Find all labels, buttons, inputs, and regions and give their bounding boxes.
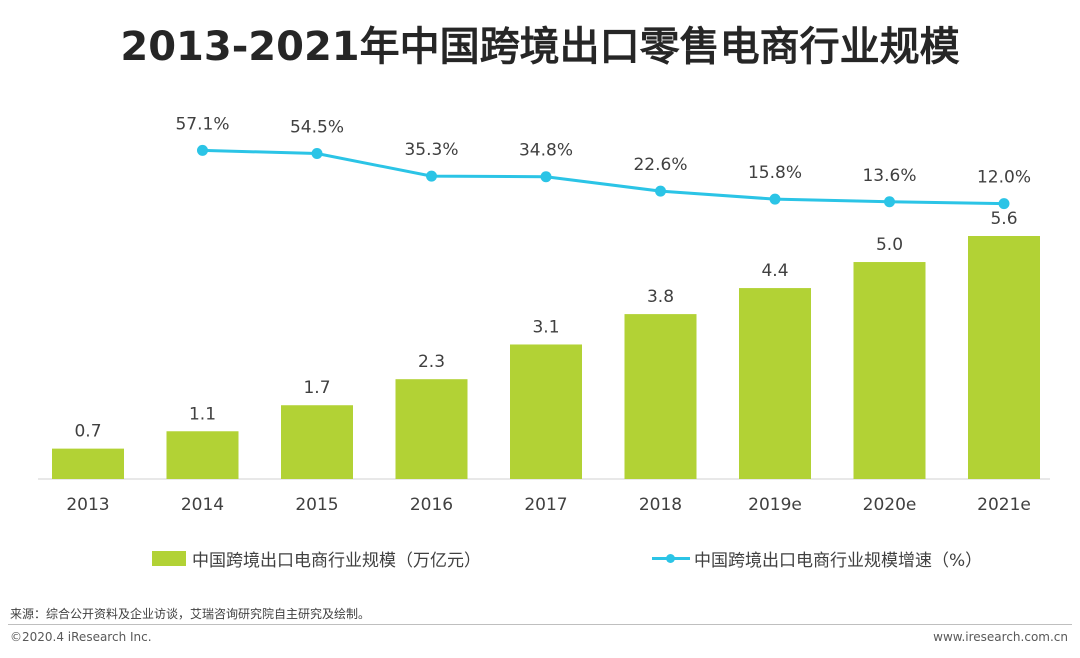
bar-label-2013: 0.7 (74, 422, 101, 442)
line-points (197, 144, 1010, 210)
bar-label-2021e: 5.6 (990, 209, 1017, 229)
bar-label-2014: 1.1 (189, 404, 216, 424)
x-tick-2018: 2018 (639, 495, 682, 515)
bar-2017 (510, 344, 582, 479)
line-point-2020e (884, 196, 895, 208)
legend-item-bar: 中国跨境出口电商行业规模（万亿元） (152, 546, 481, 571)
line-point-2014 (197, 144, 208, 156)
bar-label-2018: 3.8 (647, 287, 674, 307)
legend-item-line: 中国跨境出口电商行业规模增速（%） (652, 546, 982, 571)
line-label-2016: 35.3% (404, 140, 458, 160)
bar-label-2015: 1.7 (303, 378, 330, 398)
line-point-2018 (655, 185, 666, 197)
x-tick-2015: 2015 (295, 495, 338, 515)
line-point-2021e (998, 198, 1010, 210)
bar-2019e (739, 288, 811, 479)
bar-label-2020e: 5.0 (876, 235, 903, 255)
line-point-2016 (426, 170, 437, 182)
legend-bar-swatch (152, 551, 186, 566)
bar-label-2019e: 4.4 (761, 261, 788, 281)
chart-title: 2013-2021年中国跨境出口零售电商行业规模 (120, 24, 960, 70)
bar-2020e (853, 262, 926, 479)
x-tick-2020e: 2020e (863, 495, 917, 515)
line-label-2015: 54.5% (290, 117, 344, 137)
legend-bar-label: 中国跨境出口电商行业规模（万亿元） (192, 551, 481, 571)
chart-canvas: 0.7 1.1 1.7 2.3 3.1 3.8 4.4 5.0 5.6 2013 2014 2015… (38, 114, 1050, 515)
line-label-2021e: 12.0% (977, 168, 1031, 188)
bar-2013 (52, 448, 124, 479)
legend-line-swatch (652, 551, 690, 566)
x-tick-2021e: 2021e (977, 495, 1031, 515)
bar-series (52, 236, 1040, 479)
line-label-2017: 34.8% (519, 141, 573, 161)
growth-line (202, 148, 1005, 206)
x-tick-2019e: 2019e (748, 495, 802, 515)
copyright: ©2020.4 iResearch Inc. (10, 630, 152, 644)
x-tick-2014: 2014 (181, 495, 224, 515)
line-label-2014: 57.1% (175, 114, 229, 134)
x-tick-2017: 2017 (524, 495, 567, 515)
line-data-labels: 57.1% 54.5% 35.3% 34.8% 22.6% 15.8% 13.6% 12.0% (175, 114, 1031, 187)
x-tick-2013: 2013 (66, 495, 109, 515)
legend-line-label: 中国跨境出口电商行业规模增速（%） (694, 551, 983, 571)
source-note: 来源：综合公开资料及企业访谈，艾瑞咨询研究院自主研究及绘制。 (10, 607, 371, 621)
bar-2014 (166, 431, 239, 479)
footer-divider (8, 624, 1072, 625)
line-label-2020e: 13.6% (862, 166, 916, 186)
x-tick-labels: 2013 2014 2015 2016 2017 2018 2019e 2020e 2021e (66, 495, 1031, 515)
line-point-2017 (540, 171, 552, 183)
line-label-2018: 22.6% (633, 155, 687, 175)
line-point-2015 (311, 147, 323, 159)
line-point-2019e (769, 193, 781, 205)
website-link[interactable]: www.iresearch.com.cn (933, 630, 1068, 644)
line-label-2019e: 15.8% (748, 163, 802, 183)
bar-2021e (968, 236, 1040, 479)
x-tick-2016: 2016 (410, 495, 453, 515)
bar-data-labels: 0.7 1.1 1.7 2.3 3.1 3.8 4.4 5.0 5.6 (74, 209, 1017, 442)
bar-label-2016: 2.3 (418, 352, 445, 372)
bar-2018 (624, 314, 697, 479)
bar-2015 (281, 405, 353, 479)
bar-2016 (395, 379, 468, 479)
bar-label-2017: 3.1 (532, 317, 559, 337)
